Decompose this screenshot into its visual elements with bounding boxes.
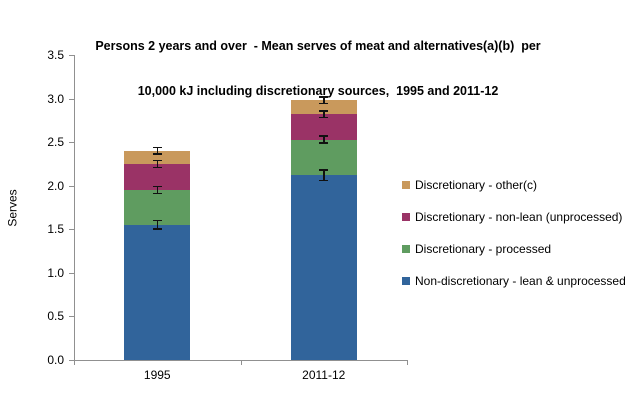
legend-label: Discretionary - non-lean (unprocessed) xyxy=(415,210,623,224)
legend-item: Non-discretionary - lean & unprocessed xyxy=(402,274,626,288)
bar-segment-1995-1 xyxy=(124,190,191,225)
error-bar-cap xyxy=(152,153,162,155)
error-bar-line xyxy=(323,97,325,103)
legend-item: Discretionary - other(c) xyxy=(402,178,537,192)
y-tick-label: 0.0 xyxy=(47,353,64,367)
chart-title-line1: Persons 2 years and over - Mean serves o… xyxy=(95,39,541,53)
y-axis-title-wrap: Serves xyxy=(2,55,24,360)
error-bar-cap xyxy=(319,110,329,112)
error-bar-cap xyxy=(152,159,162,162)
y-tick-mark xyxy=(69,99,74,100)
y-tick-label: 2.5 xyxy=(47,135,64,149)
legend-swatch xyxy=(402,245,410,253)
y-tick-label: 3.5 xyxy=(47,48,64,62)
error-bar-cap xyxy=(152,192,162,195)
y-tick-label: 1.5 xyxy=(47,222,64,236)
bar-segment-1995-3 xyxy=(124,150,191,164)
legend-label: Discretionary - other(c) xyxy=(415,178,538,192)
y-axis-line xyxy=(74,55,75,361)
error-bar-cap xyxy=(319,116,329,119)
x-tick-mark xyxy=(241,361,242,365)
error-bar-cap xyxy=(152,166,162,169)
y-tick-mark xyxy=(69,142,74,143)
bar-segment-2011-12-2 xyxy=(290,114,357,140)
error-bar-line xyxy=(156,161,158,167)
error-bar-line xyxy=(156,187,158,193)
error-bar-line xyxy=(323,136,325,143)
bar-segment-2011-12-0 xyxy=(290,175,357,360)
y-tick-mark xyxy=(69,55,74,56)
error-bar-cap xyxy=(319,179,329,182)
error-bar-line xyxy=(323,170,325,180)
y-tick-mark xyxy=(69,316,74,317)
x-tick-mark xyxy=(74,361,75,365)
bar-segment-1995-0 xyxy=(124,224,191,360)
error-bar-cap xyxy=(152,146,162,149)
error-bar-cap xyxy=(319,102,329,105)
y-tick-mark xyxy=(69,273,74,274)
error-bar-line xyxy=(156,148,158,154)
chart-title: Persons 2 years and over - Mean serves o… xyxy=(0,9,636,129)
y-tick-label: 0.5 xyxy=(47,309,64,323)
chart-title-line2: 10,000 kJ including discretionary source… xyxy=(137,84,499,98)
bar-segment-2011-12-1 xyxy=(290,139,357,176)
bar-segment-2011-12-3 xyxy=(290,100,357,115)
y-tick-label: 2.0 xyxy=(47,179,64,193)
error-bar-cap xyxy=(319,135,329,137)
error-bar-line xyxy=(323,111,325,117)
legend-swatch xyxy=(402,213,410,221)
legend-label: Discretionary - processed xyxy=(415,242,552,256)
legend-swatch xyxy=(402,277,410,285)
legend-item: Discretionary - processed xyxy=(402,242,551,256)
y-tick-mark xyxy=(69,186,74,187)
y-tick-mark xyxy=(69,229,74,230)
category-label: 2011-12 xyxy=(302,368,346,382)
error-bar-cap xyxy=(319,169,329,171)
error-bar-cap xyxy=(319,96,329,98)
legend-label: Non-discretionary - lean & unprocessed xyxy=(415,274,626,288)
category-label: 1995 xyxy=(143,368,171,382)
y-tick-label: 3.0 xyxy=(47,92,64,106)
legend-item: Discretionary - non-lean (unprocessed) xyxy=(402,210,622,224)
y-axis-title: Serves xyxy=(6,188,21,227)
y-tick-mark xyxy=(69,360,74,361)
error-bar-cap xyxy=(152,219,162,222)
x-axis-line xyxy=(74,360,408,361)
error-bar-line xyxy=(156,221,158,229)
error-bar-cap xyxy=(319,142,329,144)
legend-swatch xyxy=(402,181,410,189)
bar-segment-1995-2 xyxy=(124,163,191,191)
y-tick-label: 1.0 xyxy=(47,266,64,280)
error-bar-cap xyxy=(152,228,162,230)
x-tick-mark xyxy=(407,361,408,365)
error-bar-cap xyxy=(152,185,162,188)
